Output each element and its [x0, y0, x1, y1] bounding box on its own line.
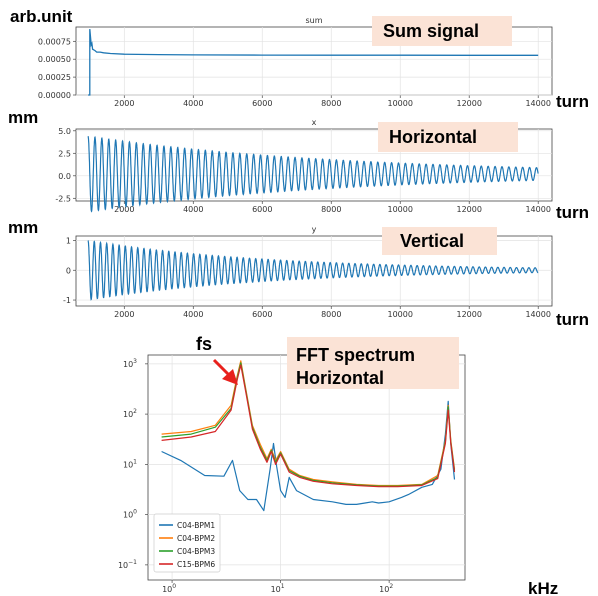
x-tick-label: 4000 — [183, 205, 203, 214]
y-tick-label: -1 — [63, 296, 71, 305]
y-axis-unit: mm — [8, 218, 38, 237]
x-tick-label: 4000 — [183, 310, 203, 319]
x-tick-label: 2000 — [114, 205, 134, 214]
legend: C04-BPM1 C04-BPM2 C04-BPM3 C15-BPM6 — [153, 513, 221, 573]
y-tick-label: 1 — [66, 236, 71, 245]
annotation-box — [378, 122, 518, 152]
y-tick-exponent: −1 — [128, 559, 137, 566]
series-line — [87, 240, 539, 301]
y-tick-label: 0.00000 — [38, 91, 71, 100]
x-tick-label: 12000 — [456, 310, 481, 319]
x-tick-label: 14000 — [525, 99, 550, 108]
legend-frame — [153, 513, 221, 573]
y-tick-label: 103 — [123, 358, 137, 369]
y-tick-exponent: 1 — [133, 458, 137, 465]
annotation-box — [372, 16, 512, 46]
y-tick-label: 0.00050 — [38, 55, 71, 64]
x-tick-label: 100 — [162, 583, 176, 594]
annotation-box — [287, 337, 459, 389]
y-axis-unit: mm — [8, 108, 38, 127]
legend-label: C04-BPM1 — [177, 521, 215, 530]
fs-arrow-head — [222, 369, 238, 385]
x-tick-exponent: 2 — [389, 583, 393, 590]
annotation-label: Horizontal — [389, 127, 477, 147]
x-axis-unit: turn — [556, 310, 589, 329]
x-tick-label: 10000 — [388, 99, 413, 108]
series-line — [87, 135, 539, 213]
x-tick-label: 10000 — [388, 205, 413, 214]
y-tick-label: 2.5 — [58, 149, 71, 158]
y-tick-label: 10−1 — [118, 559, 137, 570]
y-axis-unit: arb.unit — [10, 7, 73, 26]
x-tick-label: 102 — [379, 583, 393, 594]
y-tick-label: -2.5 — [55, 194, 71, 203]
series-line-c15-bpm6 — [161, 364, 456, 488]
panel-fft: 100 101 10210−1100101102103C04-BPM1C04-BPM… — [118, 334, 558, 596]
x-axis-unit: turn — [556, 203, 589, 222]
x-tick-label: 6000 — [252, 99, 272, 108]
legend-label: C15-BPM6 — [177, 560, 215, 569]
x-tick-label: 14000 — [525, 310, 550, 319]
x-tick-exponent: 1 — [281, 583, 285, 590]
x-tick-label: 14000 — [525, 205, 550, 214]
x-tick-label: 12000 — [456, 99, 481, 108]
series-line-c04-bpm1 — [161, 400, 456, 512]
y-tick-exponent: 0 — [133, 509, 137, 516]
annotation-line-1: FFT spectrum — [296, 345, 415, 365]
legend-label: C04-BPM2 — [177, 534, 215, 543]
y-tick-label: 0.00075 — [38, 37, 71, 46]
x-axis-unit: turn — [556, 92, 589, 111]
y-tick-label: 100 — [123, 509, 137, 520]
annotation-box — [382, 227, 497, 255]
x-tick-label: 6000 — [252, 205, 272, 214]
fs-arrow-shaft — [212, 358, 232, 378]
panel-x: 2000 4000 6000 8000 10000 12000 14000 -2.5 0.0 2.… — [8, 108, 589, 222]
plot-title: x — [312, 118, 317, 127]
x-axis-unit: kHz — [528, 579, 558, 596]
y-tick-label: 0.0 — [58, 172, 71, 181]
x-tick-label: 12000 — [456, 205, 481, 214]
y-tick-label: 102 — [123, 408, 137, 419]
plot-title: sum — [305, 16, 322, 25]
y-tick-label: 101 — [123, 458, 137, 469]
y-tick-exponent: 3 — [133, 358, 137, 365]
x-tick-exponent: 0 — [172, 583, 176, 590]
panel-y: 2000 4000 6000 8000 10000 12000 14000 -1 0 1 y mm tu… — [8, 218, 589, 329]
y-tick-label: 0 — [66, 266, 71, 275]
annotation-line-2: Horizontal — [296, 368, 384, 388]
y-tick-label: 5.0 — [58, 127, 71, 136]
x-tick-label: 2000 — [114, 99, 134, 108]
panel-sum: 2000 4000 6000 8000 10000 12000 14000 0.00000 0.… — [10, 7, 589, 111]
annotation-label: Sum signal — [383, 21, 479, 41]
plot-title: y — [312, 225, 317, 234]
x-tick-label: 6000 — [252, 310, 272, 319]
fs-label: fs — [196, 334, 212, 354]
legend-label: C04-BPM3 — [177, 547, 215, 556]
x-tick-label: 8000 — [321, 99, 341, 108]
annotation-label: Vertical — [400, 231, 464, 251]
x-tick-label: 8000 — [321, 205, 341, 214]
x-tick-label: 4000 — [183, 99, 203, 108]
x-tick-label: 8000 — [321, 310, 341, 319]
y-tick-exponent: 2 — [133, 408, 137, 415]
x-tick-label: 101 — [271, 583, 285, 594]
x-tick-label: 10000 — [388, 310, 413, 319]
series-line — [88, 29, 539, 96]
y-tick-label: 0.00025 — [38, 73, 71, 82]
x-tick-label: 2000 — [114, 310, 134, 319]
